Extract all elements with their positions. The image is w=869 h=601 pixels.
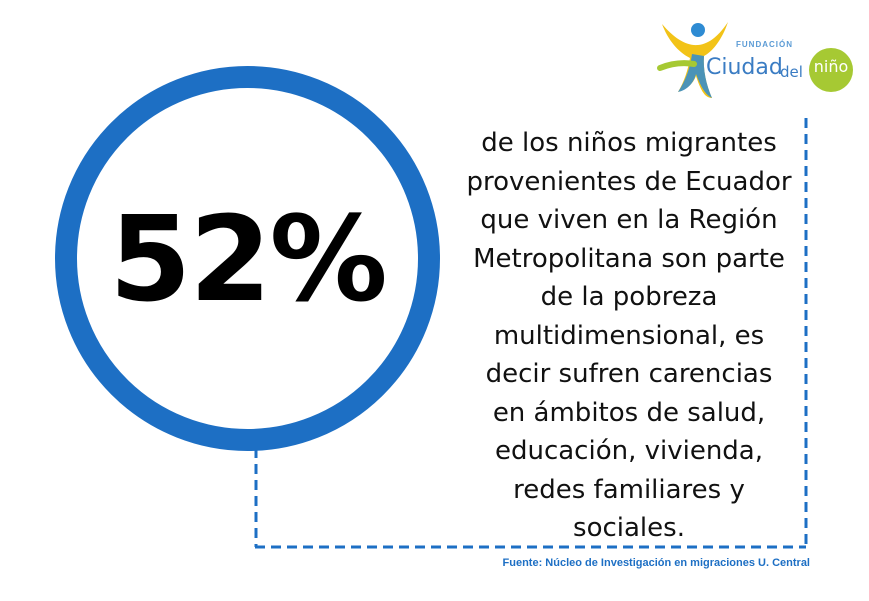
fundacion-logo: FUNDACIÓN Ciudad del niño xyxy=(656,18,856,108)
description-line: que viven en la Región xyxy=(480,205,778,235)
description-line: redes familiares y xyxy=(513,474,745,505)
logo-word-nino: niño xyxy=(813,57,849,76)
source-citation: Fuente: Núcleo de Investigación en migra… xyxy=(502,557,810,569)
description-text: de los niños migrantes provenientes de E… xyxy=(445,124,813,548)
logo-word-ciudad: Ciudad xyxy=(706,55,783,80)
description-line: decir sufren carencias xyxy=(485,359,773,389)
logo-green-badge xyxy=(809,48,853,92)
dashed-frame xyxy=(254,118,808,549)
stat-value: 52% xyxy=(109,189,387,328)
description-line: educación, vivienda, xyxy=(494,436,764,466)
description-line: de los niños migrantes xyxy=(481,128,777,158)
description-line: provenientes de Ecuador xyxy=(466,166,792,197)
description-line: en ámbitos de salud, xyxy=(492,397,766,428)
description-line: Metropolitana son parte xyxy=(473,243,785,274)
logo-small-text: FUNDACIÓN xyxy=(736,40,793,49)
child-figure-icon xyxy=(657,22,728,98)
dashed-frame-lines xyxy=(254,118,808,549)
logo-word-del: del xyxy=(780,63,803,81)
description-line: de la pobreza xyxy=(540,282,718,312)
description-line: multidimensional, es xyxy=(493,320,765,351)
description-line: sociales. xyxy=(573,513,685,543)
